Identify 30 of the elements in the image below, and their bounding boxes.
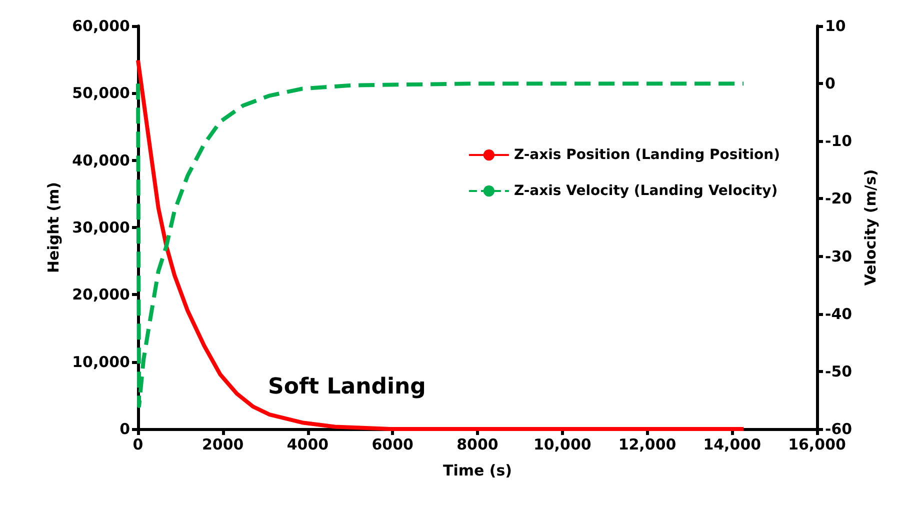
y2-axis-title: Velocity (m/s) bbox=[862, 169, 880, 286]
x-tick-label: 2000 bbox=[202, 436, 244, 454]
x-tick-label: 6000 bbox=[372, 436, 414, 454]
annotation: Soft Landing bbox=[268, 374, 426, 400]
y2-tick-label: 0 bbox=[825, 74, 836, 93]
x-tick-label: 16,000 bbox=[788, 436, 846, 454]
y2-tick-label: -30 bbox=[825, 247, 852, 266]
y-tick-label: 60,000 bbox=[72, 17, 130, 35]
y-tick-label: 30,000 bbox=[72, 218, 130, 236]
x-tick-label: 8000 bbox=[456, 436, 498, 454]
x-tick-label: 0 bbox=[132, 436, 144, 454]
y-tick-label: 50,000 bbox=[72, 84, 130, 102]
x-tick-label: 14,000 bbox=[703, 436, 762, 454]
y2-tick-label: 10 bbox=[825, 17, 846, 35]
y-tick-label: 20,000 bbox=[72, 286, 130, 304]
x-tick-label: 4000 bbox=[286, 436, 329, 454]
y2-tick-label: -40 bbox=[825, 304, 852, 323]
y-tick-label: 40,000 bbox=[72, 151, 130, 170]
y2-tick-label: -10 bbox=[825, 132, 852, 150]
legend-label: Z-axis Position (Landing Position) bbox=[514, 147, 780, 163]
y2-tick-label: -60 bbox=[825, 420, 852, 438]
y-tick-label: 10,000 bbox=[72, 352, 130, 371]
y-axis-title: Height (m) bbox=[44, 182, 63, 274]
x-axis-title: Time (s) bbox=[442, 462, 512, 480]
y-tick-label: 0 bbox=[120, 420, 130, 438]
y2-tick-label: -50 bbox=[825, 362, 852, 380]
x-tick-label: 12,000 bbox=[618, 436, 676, 454]
y2-tick-label: -20 bbox=[825, 190, 852, 208]
x-tick-label: 10,000 bbox=[533, 436, 592, 454]
legend-label: Z-axis Velocity (Landing Velocity) bbox=[514, 183, 778, 199]
